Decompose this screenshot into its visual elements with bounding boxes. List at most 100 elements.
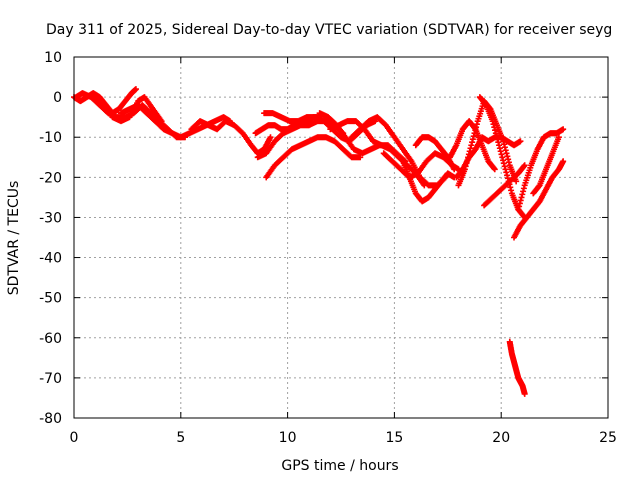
- y-tick-label: -50: [39, 291, 62, 307]
- data-point: [468, 142, 475, 149]
- data-series: [446, 118, 498, 173]
- data-point: [494, 136, 501, 143]
- data-point: [520, 188, 527, 195]
- data-point: [490, 165, 497, 172]
- data-point: [492, 127, 499, 134]
- tick-labels: 0 5 10 15 20 25 -80 -70 -60 -50 -40 -30 -20 -10 0 10: [39, 50, 617, 446]
- data-point: [496, 142, 503, 149]
- x-tick-label: 25: [599, 430, 617, 446]
- y-tick-label: -20: [39, 170, 62, 186]
- data-series: [92, 94, 165, 125]
- data-point: [555, 134, 562, 141]
- data-point: [520, 163, 527, 170]
- data-series: [530, 134, 562, 197]
- y-tick-label: -70: [39, 371, 62, 387]
- data-point: [496, 145, 503, 152]
- y-tick-label: -60: [39, 331, 62, 347]
- data-point: [501, 141, 508, 148]
- data-point: [535, 183, 542, 190]
- data-point: [521, 162, 528, 169]
- data-point: [132, 86, 139, 93]
- data-point: [519, 191, 526, 198]
- data-point: [503, 169, 510, 176]
- x-tick-label: 0: [70, 430, 79, 446]
- data-point: [471, 130, 478, 137]
- data-point: [498, 151, 505, 158]
- data-series: [263, 134, 364, 181]
- data-point: [505, 159, 512, 166]
- data-point: [489, 118, 496, 125]
- y-tick-label: -40: [39, 251, 62, 267]
- data-point: [473, 121, 480, 128]
- data-point: [503, 150, 510, 157]
- y-tick-label: 10: [44, 50, 62, 66]
- data-point: [461, 166, 468, 173]
- data-series: [188, 118, 274, 157]
- data-point: [516, 200, 523, 207]
- data-series: [481, 162, 528, 209]
- data-point: [469, 139, 476, 146]
- x-tick-label: 5: [176, 430, 185, 446]
- x-tick-label: 15: [385, 430, 403, 446]
- y-tick-label: 0: [53, 90, 62, 106]
- data-point: [497, 148, 504, 155]
- data-point: [507, 184, 514, 191]
- data-point: [495, 139, 502, 146]
- data-point: [492, 130, 499, 137]
- data-point: [472, 127, 479, 134]
- data-point: [470, 133, 477, 140]
- data-point: [357, 154, 364, 161]
- data-point: [490, 121, 497, 128]
- data-point: [518, 194, 525, 201]
- data-point: [500, 138, 507, 145]
- data-point: [513, 178, 520, 185]
- data-point: [508, 187, 515, 194]
- data-point: [517, 197, 524, 204]
- data-point: [504, 153, 511, 160]
- x-tick-label: 20: [492, 430, 510, 446]
- data-point: [462, 163, 469, 170]
- data-point: [505, 156, 512, 163]
- x-tick-label: 10: [279, 430, 297, 446]
- plot-frame: [73, 56, 609, 419]
- data-point: [515, 206, 522, 213]
- data-point: [517, 138, 524, 145]
- data-series: [380, 150, 462, 181]
- data-points: [71, 86, 567, 397]
- data-point: [482, 101, 489, 108]
- data-point: [464, 157, 471, 164]
- data-point: [465, 151, 472, 158]
- chart-title: Day 311 of 2025, Sidereal Day-to-day VTE…: [46, 22, 612, 38]
- data-point: [500, 157, 507, 164]
- data-point: [469, 136, 476, 143]
- y-tick-label: -10: [39, 130, 62, 146]
- data-point: [499, 154, 506, 161]
- data-point: [267, 134, 274, 141]
- x-axis-label: GPS time / hours: [281, 458, 398, 474]
- data-point: [158, 118, 165, 125]
- data-point: [473, 124, 480, 131]
- data-point: [502, 147, 509, 154]
- data-point: [560, 158, 567, 165]
- data-point: [560, 126, 567, 133]
- data-point: [463, 160, 470, 167]
- y-tick-label: -30: [39, 210, 62, 226]
- data-point: [520, 185, 527, 192]
- data-point: [516, 203, 523, 210]
- data-point: [491, 166, 498, 173]
- data-series: [515, 126, 567, 213]
- data-point: [502, 166, 509, 173]
- data-series: [511, 158, 567, 241]
- data-point: [467, 145, 474, 152]
- data-point: [491, 124, 498, 131]
- data-point: [521, 390, 528, 397]
- data-point: [493, 133, 500, 140]
- data-series: [506, 338, 528, 397]
- data-point: [501, 144, 508, 151]
- data-series: [412, 134, 458, 173]
- y-tick-label: -80: [39, 411, 62, 427]
- data-point: [501, 163, 508, 170]
- data-point: [466, 148, 473, 155]
- data-point: [465, 154, 472, 161]
